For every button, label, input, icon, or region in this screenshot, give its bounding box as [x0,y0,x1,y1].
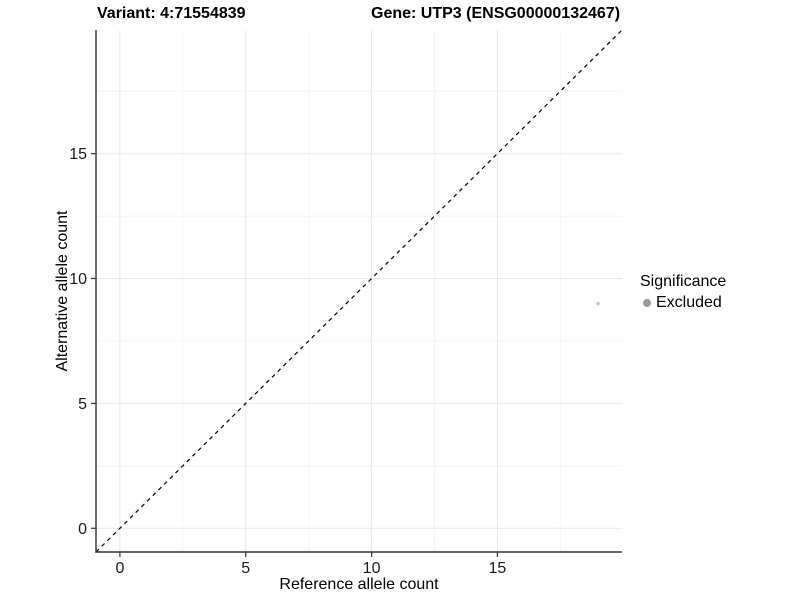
x-tick-label: 0 [115,560,124,577]
x-axis-title: Reference allele count [279,576,439,593]
data-point [596,301,600,306]
x-tick-label: 10 [363,560,381,577]
x-tick-label: 5 [241,560,250,577]
identity-line [95,29,623,553]
y-tick-label: 0 [78,521,87,538]
y-tick-label: 10 [69,271,87,288]
x-tick-label: 15 [489,560,507,577]
y-tick-label: 5 [78,396,87,413]
plot-title-variant: Variant: 4:71554839 [97,5,246,22]
y-axis-title: Alternative allele count [54,210,71,372]
plot-title-gene: Gene: UTP3 (ENSG00000132467) [371,5,621,22]
legend-item-label: Excluded [656,294,722,311]
legend: Significance Excluded [640,272,726,312]
legend-title: Significance [640,273,727,290]
legend-point-icon [643,299,651,307]
y-tick-label: 15 [69,146,87,163]
legend-item-excluded: Excluded [640,294,726,312]
